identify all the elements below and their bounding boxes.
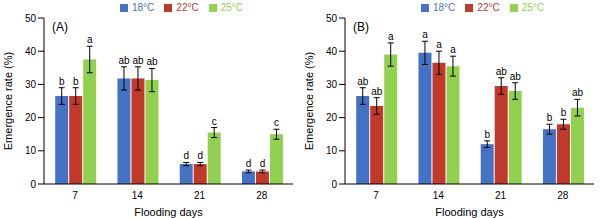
svg-text:30: 30 (326, 79, 338, 90)
svg-text:Flooding days: Flooding days (134, 206, 203, 218)
svg-text:ab: ab (371, 86, 383, 97)
html-text:(B): (B) (353, 20, 369, 34)
html-text:25°C: 25°C (220, 2, 243, 13)
svg-text:40: 40 (25, 46, 37, 57)
svg-text:c: c (274, 117, 279, 128)
svg-text:ab: ab (572, 87, 584, 98)
svg-text:40: 40 (326, 46, 338, 57)
svg-text:b: b (73, 76, 79, 87)
svg-text:d: d (260, 158, 266, 169)
svg-text:b: b (561, 107, 567, 118)
svg-text:50: 50 (25, 13, 37, 24)
svg-text:d: d (246, 158, 252, 169)
svg-text:50: 50 (326, 13, 338, 24)
svg-text:ab: ab (132, 55, 144, 66)
svg-text:21: 21 (194, 190, 206, 201)
svg-text:d: d (183, 150, 189, 161)
svg-text:20: 20 (25, 112, 37, 123)
svg-text:a: a (87, 34, 93, 45)
svg-text:ab: ab (496, 66, 508, 77)
svg-text:a: a (436, 39, 442, 50)
html-text:18°C: 18°C (433, 2, 456, 13)
svg-text:10: 10 (326, 145, 338, 156)
svg-text:ab: ab (510, 71, 522, 82)
html-text:18°C: 18°C (132, 2, 155, 13)
svg-text:a: a (450, 44, 456, 55)
svg-text:Emergence rate (%): Emergence rate (%) (8, 52, 14, 150)
svg-text:ab: ab (357, 76, 369, 87)
svg-text:b: b (59, 76, 65, 87)
svg-text:a: a (388, 31, 394, 42)
svg-text:7: 7 (72, 190, 78, 201)
html-text:22°C: 22°C (176, 2, 199, 13)
svg-text:b: b (547, 112, 553, 123)
svg-text:Emergence rate (%): Emergence rate (%) (303, 52, 315, 150)
svg-text:ab: ab (146, 56, 158, 67)
svg-text:14: 14 (433, 190, 445, 201)
svg-text:a: a (422, 29, 428, 40)
svg-text:0: 0 (331, 179, 337, 190)
svg-text:20: 20 (326, 112, 338, 123)
svg-text:28: 28 (256, 190, 268, 201)
html-text:25°C: 25°C (521, 2, 544, 13)
svg-text:0: 0 (30, 179, 36, 190)
svg-text:7: 7 (373, 190, 379, 201)
svg-text:28: 28 (557, 190, 569, 201)
svg-text:d: d (197, 150, 203, 161)
html-text:(A): (A) (52, 20, 68, 34)
html-text:22°C: 22°C (477, 2, 500, 13)
svg-text:c: c (212, 116, 217, 127)
svg-text:21: 21 (495, 190, 507, 201)
svg-text:b: b (484, 129, 490, 140)
svg-text:10: 10 (25, 145, 37, 156)
svg-text:14: 14 (132, 190, 144, 201)
svg-text:Flooding days: Flooding days (435, 206, 504, 218)
svg-text:30: 30 (25, 79, 37, 90)
svg-text:ab: ab (118, 55, 130, 66)
